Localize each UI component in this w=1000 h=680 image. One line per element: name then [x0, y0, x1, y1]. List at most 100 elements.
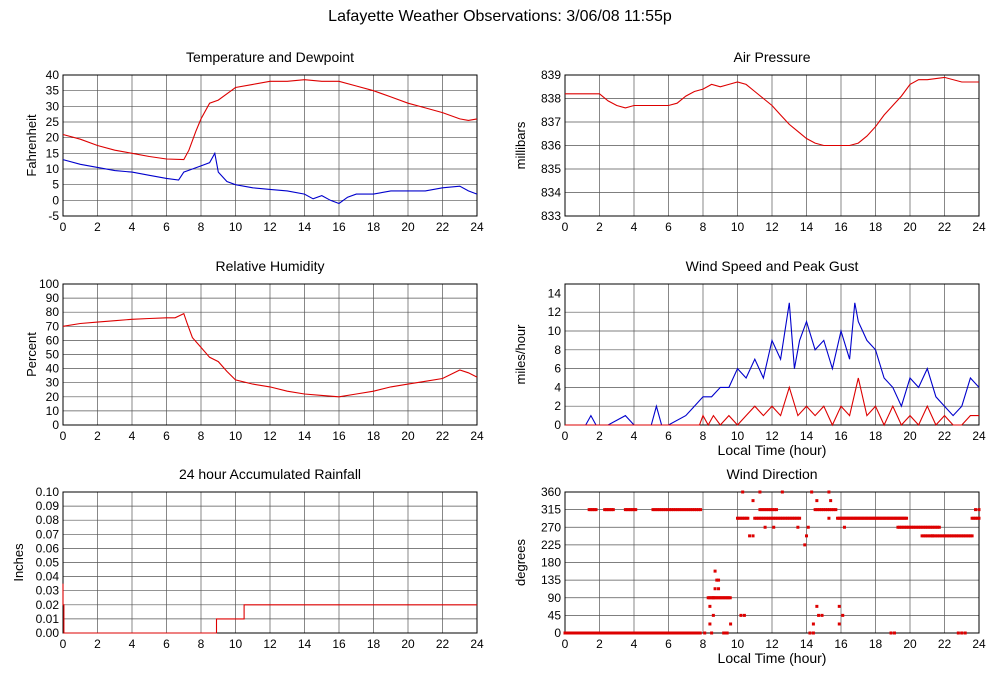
x-tick-label: 8: [198, 429, 205, 443]
y-tick-label: 4: [554, 380, 561, 394]
data-point: [680, 508, 684, 512]
x-tick-label: 2: [94, 220, 101, 234]
x-tick-label: 18: [869, 429, 883, 443]
data-point: [772, 508, 776, 512]
data-point: [780, 516, 784, 520]
data-point: [754, 516, 758, 520]
x-tick-label: 16: [834, 220, 848, 234]
data-point: [920, 534, 924, 538]
x-tick-label: 16: [332, 429, 346, 443]
y-tick-label: 0.07: [36, 527, 60, 541]
data-point: [710, 631, 714, 635]
data-point: [764, 508, 768, 512]
series-points-red: [563, 490, 981, 635]
chart-title: Air Pressure: [733, 49, 810, 65]
x-tick-label: 18: [367, 429, 381, 443]
x-tick-label: 6: [163, 637, 170, 651]
data-point: [770, 516, 774, 520]
x-tick-label: 14: [800, 220, 814, 234]
data-point: [961, 534, 965, 538]
plot-frame: [62, 283, 478, 426]
data-point: [758, 516, 762, 520]
data-point: [958, 534, 962, 538]
data-point: [811, 631, 815, 635]
y-tick-label: 135: [541, 573, 561, 587]
x-tick-label: 12: [263, 637, 277, 651]
x-tick-label: 18: [367, 637, 381, 651]
y-axis-label: degrees: [513, 539, 528, 586]
data-point: [703, 631, 707, 635]
x-tick-label: 22: [938, 429, 952, 443]
data-point: [948, 534, 952, 538]
data-point: [713, 587, 717, 591]
x-tick-label: 2: [596, 637, 603, 651]
data-point: [820, 613, 824, 617]
data-point: [963, 534, 967, 538]
x-tick-label: 2: [94, 637, 101, 651]
chart-title: 24 hour Accumulated Rainfall: [179, 466, 361, 482]
y-tick-label: 6: [554, 362, 561, 376]
x-tick-label: 2: [596, 220, 603, 234]
y-tick-label: 360: [541, 485, 561, 499]
x-tick-label: 20: [401, 429, 415, 443]
y-tick-label: 0.05: [36, 556, 60, 570]
y-tick-label: 8: [554, 343, 561, 357]
y-tick-label: 0.02: [36, 598, 60, 612]
data-point: [943, 534, 946, 538]
y-tick-label: 0: [554, 418, 561, 432]
x-tick-label: 22: [436, 637, 450, 651]
x-tick-label: 0: [562, 220, 569, 234]
data-point: [686, 508, 690, 512]
y-tick-label: 90: [548, 591, 562, 605]
data-point: [924, 534, 928, 538]
x-tick-label: 12: [765, 220, 779, 234]
data-point: [672, 508, 676, 512]
data-point: [941, 534, 945, 538]
data-point: [741, 516, 745, 520]
data-point: [924, 525, 928, 529]
data-point: [611, 508, 615, 512]
data-point: [925, 525, 929, 529]
y-tick-label: 100: [39, 277, 59, 291]
data-point: [711, 596, 715, 600]
x-tick-label: 8: [198, 220, 205, 234]
data-point: [655, 508, 659, 512]
data-point: [918, 525, 922, 529]
data-point: [591, 508, 595, 512]
data-point: [922, 534, 926, 538]
data-point: [632, 508, 636, 512]
data-point: [946, 534, 950, 538]
rain-chart: 0 2 4 6 8 10 12 14 16 18 20 22 240.000.010.020.030.0…: [11, 466, 484, 651]
x-tick-label: 2: [596, 429, 603, 443]
data-point: [827, 516, 831, 520]
x-tick-label: 0: [60, 220, 67, 234]
y-tick-label: 835: [541, 162, 561, 176]
data-point: [915, 525, 919, 529]
data-point: [798, 516, 802, 520]
y-tick-label: 0: [52, 418, 59, 432]
y-tick-label: 40: [46, 68, 60, 82]
chart-title: Wind Direction: [726, 466, 817, 482]
data-point: [668, 508, 672, 512]
data-point: [630, 508, 634, 512]
data-point: [910, 525, 914, 529]
data-point: [810, 490, 814, 494]
x-tick-label: 6: [665, 637, 672, 651]
data-point: [744, 516, 748, 520]
data-point: [977, 508, 981, 512]
data-point: [760, 508, 764, 512]
humidity-chart: 0 2 4 6 8 10 12 14 16 18 20 22 240102030405060708090…: [24, 258, 484, 443]
series-line-red: [565, 76, 979, 147]
data-point: [763, 516, 767, 520]
data-point: [765, 516, 769, 520]
y-tick-label: -5: [48, 209, 59, 223]
series-line-red: [565, 377, 979, 427]
data-point: [766, 508, 770, 512]
y-tick-label: 0.06: [36, 541, 60, 555]
series-line-red: [62, 79, 478, 161]
x-tick-label: 18: [367, 220, 381, 234]
x-tick-label: 24: [972, 429, 986, 443]
data-point: [815, 508, 819, 512]
data-point: [756, 516, 760, 520]
data-point: [603, 508, 607, 512]
